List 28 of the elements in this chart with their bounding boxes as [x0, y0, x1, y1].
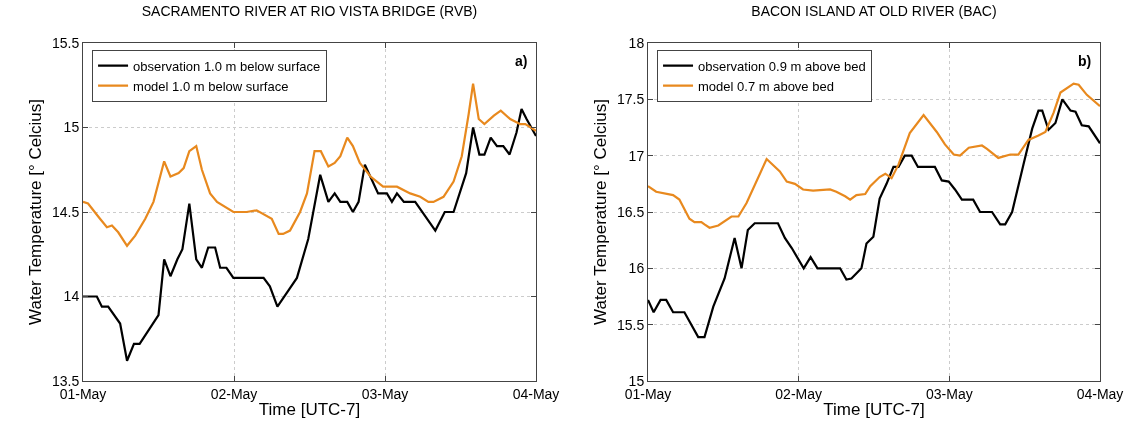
x-tick-label: 02-May — [210, 385, 258, 402]
chart-title: BACON ISLAND AT OLD RIVER (BAC) — [751, 3, 997, 20]
x-axis-title: Time [UTC-7] — [258, 400, 361, 420]
y-axis-title: Water Temperature [° Celcius] — [25, 99, 45, 325]
legend-label: observation 1.0 m below surface — [133, 58, 321, 74]
y-axis-title: Water Temperature [° Celcius] — [590, 99, 610, 325]
y-tick-label: 15.5 — [616, 316, 645, 333]
y-tick-label: 16 — [628, 260, 645, 277]
annotation: a) — [515, 53, 528, 69]
x-tick-label: 04-May — [1076, 385, 1124, 402]
y-tick-label: 17.5 — [616, 91, 645, 108]
chart-title: SACRAMENTO RIVER AT RIO VISTA BRIDGE (RVB) — [141, 3, 478, 20]
legend-label: model 0.7 m above bed — [698, 78, 834, 94]
y-tick-label: 14 — [63, 288, 80, 305]
annotation: b) — [1078, 53, 1092, 69]
x-axis-title: Time [UTC-7] — [823, 400, 925, 420]
y-tick-label: 16.5 — [616, 203, 645, 220]
x-tick-label: 03-May — [361, 385, 409, 402]
legend-label: observation 0.9 m above bed — [698, 58, 866, 74]
y-tick-label: 14.5 — [51, 203, 80, 220]
legend-label: model 1.0 m below surface — [133, 78, 289, 94]
y-tick-label: 17 — [628, 147, 645, 164]
x-tick-label: 02-May — [775, 385, 823, 402]
y-tick-label: 15 — [63, 119, 80, 136]
x-tick-label: 03-May — [925, 385, 973, 402]
x-tick-label: 04-May — [512, 385, 560, 402]
y-tick-label: 18 — [628, 34, 645, 51]
y-tick-label: 15.5 — [51, 34, 80, 51]
